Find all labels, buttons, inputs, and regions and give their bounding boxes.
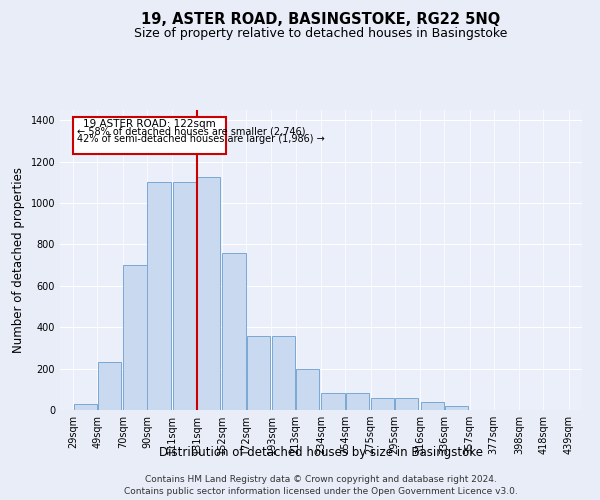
Bar [346,394,369,410]
Bar [223,253,245,410]
Text: Distribution of detached houses by size in Basingstoke: Distribution of detached houses by size … [159,446,483,459]
Text: Size of property relative to detached houses in Basingstoke: Size of property relative to detached ho… [134,28,508,40]
Bar [98,362,121,410]
Bar [322,394,344,410]
Bar [73,117,226,154]
Text: ← 58% of detached houses are smaller (2,746): ← 58% of detached houses are smaller (2,… [77,127,305,137]
Bar [197,177,220,410]
Bar [421,402,444,410]
Bar [395,398,418,410]
Bar [247,336,270,410]
Bar [74,404,97,410]
Bar [371,398,394,410]
Bar [272,336,295,410]
Bar [296,368,319,410]
Text: 19 ASTER ROAD: 122sqm: 19 ASTER ROAD: 122sqm [83,119,216,129]
Text: Contains public sector information licensed under the Open Government Licence v3: Contains public sector information licen… [124,486,518,496]
Bar [173,182,196,410]
Y-axis label: Number of detached properties: Number of detached properties [12,167,25,353]
Text: 42% of semi-detached houses are larger (1,986) →: 42% of semi-detached houses are larger (… [77,134,325,144]
Text: 19, ASTER ROAD, BASINGSTOKE, RG22 5NQ: 19, ASTER ROAD, BASINGSTOKE, RG22 5NQ [142,12,500,28]
Bar [148,182,170,410]
Bar [124,265,146,410]
Text: Contains HM Land Registry data © Crown copyright and database right 2024.: Contains HM Land Registry data © Crown c… [145,476,497,484]
Bar [445,406,468,410]
